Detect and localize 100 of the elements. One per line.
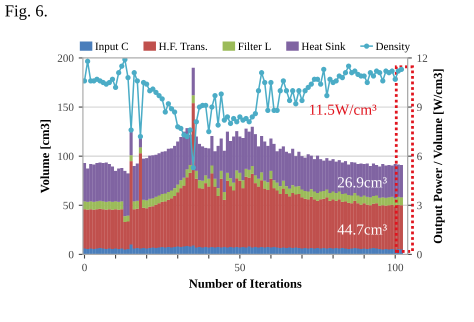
bar bbox=[372, 196, 376, 204]
bar bbox=[294, 186, 298, 194]
bar bbox=[220, 248, 223, 254]
bar bbox=[304, 248, 307, 254]
bar bbox=[306, 248, 310, 254]
bar bbox=[104, 202, 108, 210]
bar bbox=[142, 200, 146, 208]
bar bbox=[104, 210, 108, 249]
bar bbox=[263, 180, 266, 189]
bar bbox=[312, 192, 316, 200]
bar bbox=[322, 198, 326, 248]
x-tick-label: 50 bbox=[234, 264, 245, 272]
bar bbox=[138, 153, 142, 248]
bar bbox=[108, 209, 111, 248]
y-tick-label: 200 bbox=[58, 54, 74, 62]
bar bbox=[250, 166, 254, 174]
bar bbox=[160, 202, 164, 248]
bar bbox=[173, 196, 176, 248]
bar bbox=[338, 248, 341, 254]
bar bbox=[173, 146, 176, 188]
bar bbox=[126, 173, 130, 216]
bar bbox=[179, 180, 182, 188]
bar bbox=[248, 178, 251, 247]
bar bbox=[158, 203, 161, 248]
bar bbox=[381, 197, 384, 206]
bar bbox=[95, 209, 98, 248]
bar bbox=[222, 247, 226, 254]
bar bbox=[340, 248, 344, 254]
y-tick-label: 150 bbox=[58, 104, 74, 112]
bar bbox=[400, 165, 403, 198]
bar bbox=[322, 248, 326, 254]
bar bbox=[328, 193, 332, 201]
bar bbox=[120, 201, 124, 210]
bar bbox=[132, 201, 136, 210]
bar bbox=[198, 180, 202, 188]
bar bbox=[148, 206, 152, 248]
bar bbox=[390, 248, 394, 254]
bar bbox=[400, 197, 403, 206]
bar bbox=[294, 194, 298, 248]
bar bbox=[151, 248, 154, 254]
bar bbox=[151, 155, 154, 198]
bar bbox=[359, 196, 363, 205]
bar bbox=[300, 190, 304, 198]
y2-tick-label: 9 bbox=[417, 104, 422, 112]
bar bbox=[86, 248, 90, 254]
bar bbox=[312, 199, 316, 248]
bar bbox=[136, 200, 139, 209]
bar bbox=[92, 202, 96, 210]
bar bbox=[182, 178, 186, 186]
bar bbox=[120, 209, 124, 248]
bar bbox=[276, 182, 279, 191]
bar bbox=[213, 178, 217, 187]
bar bbox=[238, 248, 242, 254]
bar bbox=[278, 248, 282, 254]
bar bbox=[316, 193, 320, 201]
bar bbox=[114, 248, 118, 254]
bar bbox=[114, 201, 118, 210]
bar bbox=[102, 163, 105, 202]
bar bbox=[319, 159, 322, 192]
bar bbox=[92, 164, 96, 202]
bar bbox=[294, 248, 298, 254]
bar bbox=[142, 158, 146, 200]
bar bbox=[145, 200, 148, 208]
bar bbox=[108, 248, 111, 254]
bar bbox=[276, 248, 279, 254]
bar bbox=[260, 180, 264, 248]
bar bbox=[334, 200, 338, 248]
bar bbox=[192, 68, 195, 96]
bar bbox=[158, 248, 161, 254]
legend-label: Heat Sink bbox=[302, 42, 346, 50]
bar bbox=[291, 248, 294, 254]
bar bbox=[220, 170, 223, 179]
bar bbox=[350, 195, 354, 204]
bar bbox=[378, 248, 382, 254]
bar bbox=[86, 210, 90, 249]
bar bbox=[160, 152, 164, 194]
bar bbox=[130, 161, 133, 245]
bar bbox=[310, 196, 313, 248]
legend-label: Input C bbox=[95, 42, 128, 52]
bar bbox=[260, 247, 264, 254]
bar bbox=[126, 216, 130, 222]
bar bbox=[145, 208, 148, 248]
legend-label: Density bbox=[376, 42, 410, 52]
bar bbox=[179, 247, 182, 254]
bar bbox=[235, 247, 238, 254]
x-tick-label: 0 bbox=[82, 264, 87, 272]
bar bbox=[102, 248, 105, 254]
bar bbox=[269, 248, 272, 254]
bar bbox=[347, 248, 350, 254]
bar bbox=[250, 174, 254, 248]
bar bbox=[269, 178, 272, 248]
bar bbox=[220, 178, 223, 248]
bar bbox=[164, 193, 167, 202]
y2-tick-label: 6 bbox=[417, 152, 422, 160]
bar bbox=[192, 246, 195, 254]
annotation: 11.5W/cm³ bbox=[310, 104, 376, 115]
bar bbox=[368, 248, 372, 254]
bar bbox=[306, 199, 310, 248]
bar bbox=[310, 189, 313, 197]
y2-tick-label: 12 bbox=[418, 54, 428, 62]
